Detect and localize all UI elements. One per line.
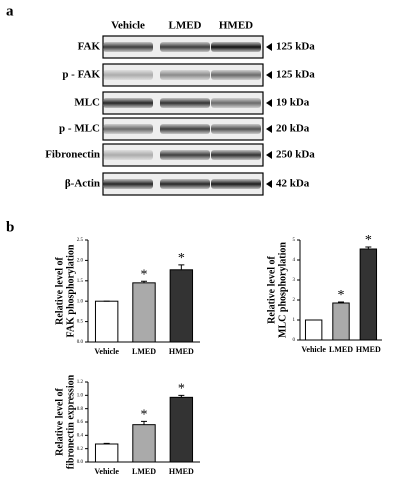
- size-label: 125 kDa: [276, 41, 315, 53]
- error-bar: [178, 264, 185, 270]
- error-bar: [103, 442, 110, 444]
- band: [160, 98, 210, 108]
- band: [103, 150, 153, 160]
- y-tick-label: 2.5: [77, 238, 84, 243]
- y-tick-label: 0.4: [77, 433, 84, 438]
- y-axis-label: MLC phosphorylation: [277, 242, 288, 338]
- y-tick-label: 1: [293, 318, 296, 323]
- x-tick-label: LMED: [132, 347, 156, 356]
- error-bar: [141, 420, 147, 425]
- band: [211, 42, 261, 52]
- lane-label: Vehicle: [111, 20, 145, 32]
- y-tick-label: 1.2: [77, 380, 84, 385]
- protein-label: MLC: [74, 97, 100, 109]
- panel-label: a: [6, 3, 14, 19]
- bar: [132, 282, 156, 343]
- band: [211, 124, 261, 134]
- arrow: [266, 43, 272, 51]
- x-tick-label: HMED: [169, 347, 194, 356]
- significance: *: [338, 288, 345, 303]
- arrow: [266, 151, 272, 159]
- y-tick-label: 0.8: [77, 407, 84, 412]
- x-tick-label: HMED: [356, 345, 381, 354]
- band: [211, 98, 261, 108]
- y-axis-label: Relative level of: [54, 256, 65, 324]
- y-tick-label: 4: [293, 258, 296, 263]
- error-bar: [178, 394, 185, 398]
- bar: [169, 396, 194, 463]
- bar: [169, 269, 194, 343]
- band: [103, 124, 153, 134]
- band: [160, 42, 210, 52]
- lane-label: LMED: [169, 20, 202, 32]
- band: [211, 70, 261, 80]
- x-tick-label: LMED: [132, 467, 156, 476]
- band: [103, 70, 153, 80]
- bar: [132, 424, 156, 463]
- x-tick-label: HMED: [169, 467, 194, 476]
- bar: [359, 248, 378, 341]
- x-tick-label: LMED: [329, 345, 353, 354]
- size-label: 19 kDa: [276, 97, 310, 109]
- band: [160, 124, 210, 134]
- band: [160, 179, 210, 189]
- y-tick-label: 0.0: [77, 340, 84, 345]
- band: [211, 179, 261, 189]
- y-tick-label: 1.0: [77, 299, 84, 304]
- bar: [94, 300, 119, 343]
- size-label: 20 kDa: [276, 123, 310, 135]
- y-axis-label: Relative level of: [266, 255, 277, 323]
- band: [103, 98, 153, 108]
- arrow: [266, 71, 272, 79]
- error-bar: [141, 280, 147, 283]
- y-axis-label: fibronectin expression: [65, 374, 76, 469]
- protein-label: p - MLC: [59, 123, 100, 135]
- y-tick-label: 3: [293, 278, 296, 283]
- band: [160, 150, 210, 160]
- y-tick-label: 0.2: [77, 447, 84, 452]
- significance: *: [141, 408, 148, 423]
- protein-label: β-Actin: [65, 178, 100, 190]
- y-tick-label: 1.0: [77, 393, 84, 398]
- significance: *: [178, 251, 185, 266]
- y-axis-label: Relative level of: [54, 387, 65, 455]
- lane-label: HMED: [219, 20, 253, 32]
- significance: *: [141, 267, 148, 282]
- band: [211, 150, 261, 160]
- x-tick-label: Vehicle: [94, 467, 119, 476]
- size-label: 250 kDa: [276, 149, 315, 161]
- error-bar: [365, 246, 372, 249]
- y-tick-label: 0: [293, 338, 296, 343]
- band: [103, 179, 153, 189]
- protein-label: FAK: [78, 41, 101, 53]
- bar: [94, 443, 119, 463]
- x-tick-label: Vehicle: [301, 345, 326, 354]
- protein-label: p - FAK: [62, 69, 100, 81]
- size-label: 42 kDa: [276, 178, 310, 190]
- y-tick-label: 0.6: [77, 420, 84, 425]
- y-tick-label: 1.5: [77, 279, 84, 284]
- arrow: [266, 125, 272, 133]
- significance: *: [178, 382, 185, 397]
- protein-label: Fibronectin: [45, 149, 100, 161]
- bar: [304, 319, 323, 341]
- y-tick-label: 2: [293, 298, 296, 303]
- arrow: [266, 99, 272, 107]
- arrow: [266, 180, 272, 188]
- panel-label: b: [6, 219, 14, 235]
- y-tick-label: 5: [293, 238, 296, 243]
- band: [160, 70, 210, 80]
- y-axis-label: FAK phosphorylation: [65, 244, 76, 337]
- x-tick-label: Vehicle: [94, 347, 119, 356]
- significance: *: [365, 233, 372, 248]
- y-tick-label: 2.0: [77, 259, 84, 264]
- bar: [332, 302, 350, 341]
- band: [103, 42, 153, 52]
- y-tick-label: 0.5: [77, 320, 84, 325]
- size-label: 125 kDa: [276, 69, 315, 81]
- error-bar: [338, 301, 344, 303]
- y-tick-label: 0.0: [77, 460, 84, 465]
